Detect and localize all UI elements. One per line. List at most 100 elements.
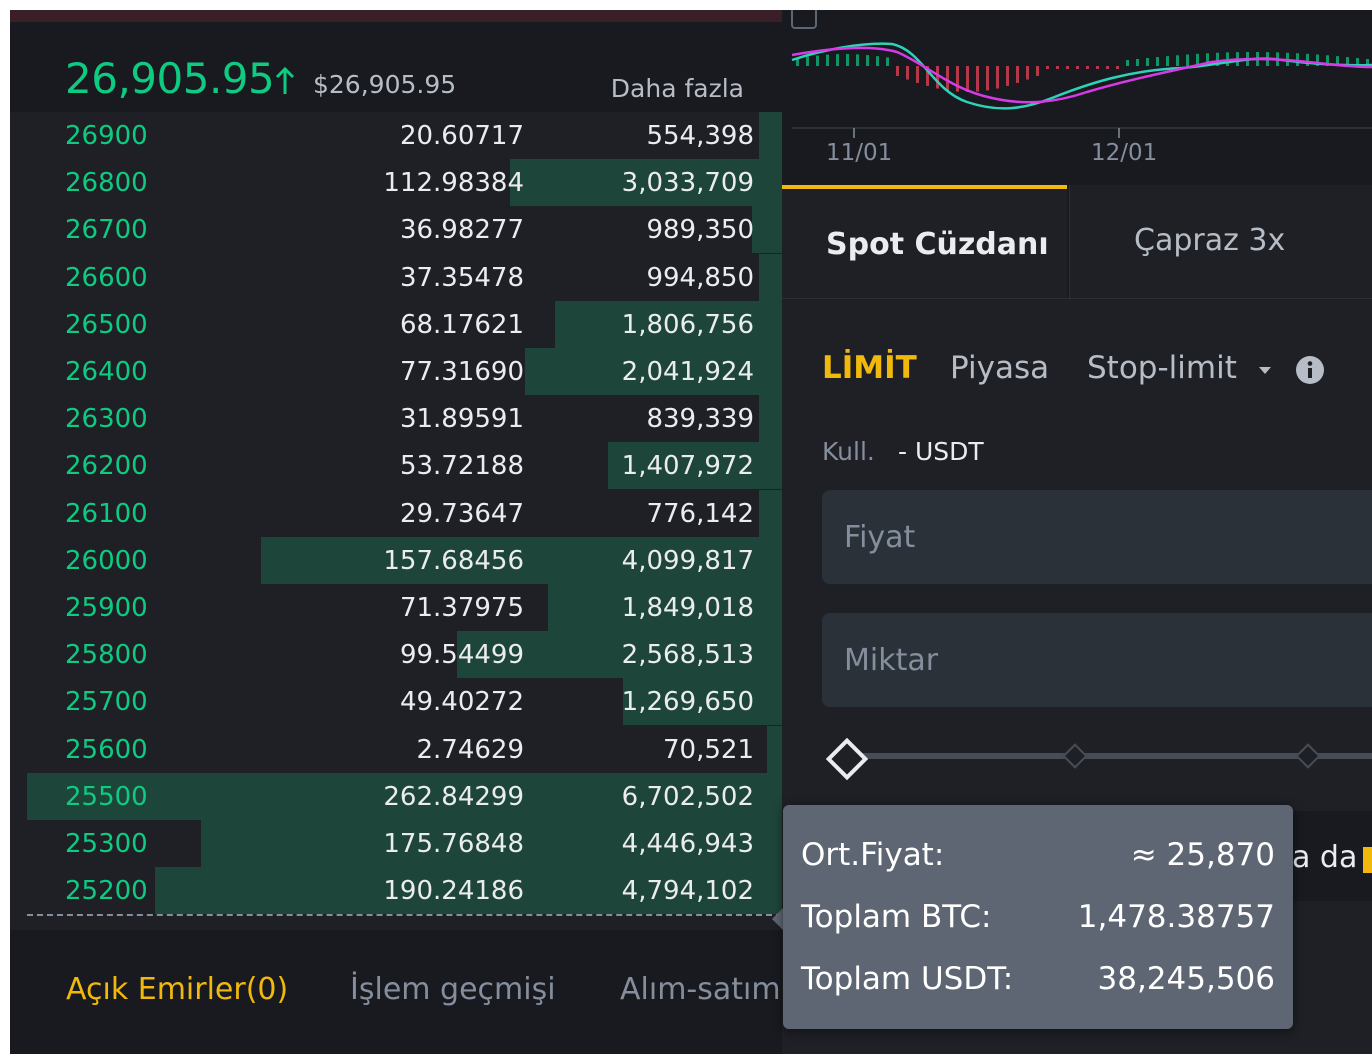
histogram-bar xyxy=(1356,58,1359,66)
bid-price: 25500 xyxy=(65,781,148,812)
histogram-bar xyxy=(1316,54,1319,66)
order-book-row[interactable]: 26400 77.31690 2,041,924 xyxy=(27,348,782,395)
bid-amount: 53.72188 xyxy=(399,451,524,482)
bid-amount: 49.40272 xyxy=(399,687,524,718)
tooltip-total-btc-row: Toplam BTC: 1,478.38757 xyxy=(801,899,1275,939)
chart-checkbox xyxy=(791,10,817,29)
bid-price: 26800 xyxy=(65,168,148,199)
histogram-bar xyxy=(826,54,829,66)
available-label: Kull. xyxy=(822,437,875,466)
bid-amount: 31.89591 xyxy=(399,404,524,435)
tooltip-avg-price-row: Ort.Fiyat: ≈ 25,870 xyxy=(801,837,1275,877)
bid-amount: 157.68456 xyxy=(383,545,524,576)
histogram-bar xyxy=(1086,66,1089,69)
bid-amount: 99.54499 xyxy=(399,640,524,671)
histogram-bar xyxy=(886,57,889,66)
slider-step-50[interactable] xyxy=(1295,743,1321,769)
histogram-bar xyxy=(996,66,999,89)
bid-amount: 29.73647 xyxy=(399,498,524,529)
more-link[interactable]: Daha fazla xyxy=(610,74,744,103)
depth-bar xyxy=(548,584,782,631)
order-type-market[interactable]: Piyasa xyxy=(950,350,1050,386)
histogram-bar xyxy=(1216,52,1219,66)
order-book-row[interactable]: 25900 71.37975 1,849,018 xyxy=(27,584,782,631)
histogram-bar xyxy=(1026,66,1029,80)
order-type-limit[interactable]: LİMİT xyxy=(822,350,917,386)
bid-total: 554,398 xyxy=(646,121,754,151)
caret-down-icon[interactable] xyxy=(1258,366,1272,376)
slider-handle[interactable] xyxy=(825,737,869,781)
histogram-bar xyxy=(846,54,849,66)
order-book-row[interactable]: 26000 157.68456 4,099,817 xyxy=(27,536,782,584)
tab-spot-wallet[interactable]: Spot Cüzdanı xyxy=(782,185,1067,298)
histogram-bar xyxy=(1046,66,1049,69)
quantity-input[interactable] xyxy=(822,613,1372,707)
bid-total: 4,099,817 xyxy=(621,545,754,576)
bid-rows: 26900 20.60717 554,398 26800 112.98384 3,033,… xyxy=(27,112,782,915)
bid-total: 839,339 xyxy=(646,404,754,435)
tab-open-orders[interactable]: Açık Emirler(0) xyxy=(66,972,289,1007)
order-book-row[interactable]: 25600 2.74629 70,521 xyxy=(27,725,782,773)
bid-total: 2,041,924 xyxy=(621,357,754,387)
histogram-bar xyxy=(966,66,969,92)
bid-price: 25900 xyxy=(65,593,148,623)
bid-price: 26700 xyxy=(65,215,148,246)
bid-price: 26900 xyxy=(65,121,148,151)
bid-amount: 190.24186 xyxy=(383,876,524,907)
bid-total: 2,568,513 xyxy=(621,640,754,671)
order-book-row[interactable]: 25300 175.76848 4,446,943 xyxy=(27,820,782,867)
order-book-row[interactable]: 25800 99.54499 2,568,513 xyxy=(27,631,782,679)
partial-link-marker xyxy=(1363,847,1372,873)
order-book-row[interactable]: 26500 68.17621 1,806,756 xyxy=(27,300,782,348)
slider-step-25[interactable] xyxy=(1062,743,1088,769)
bid-total: 776,142 xyxy=(646,498,754,529)
order-book-row[interactable]: 26800 112.98384 3,033,709 xyxy=(27,159,782,207)
histogram-bar xyxy=(1326,55,1329,66)
macd-chart[interactable]: 11/01 12/01 xyxy=(782,10,1372,185)
bid-total: 3,033,709 xyxy=(621,168,754,199)
histogram-bar xyxy=(946,66,949,91)
order-book-row[interactable]: 26100 29.73647 776,142 xyxy=(27,489,782,537)
tab-trades[interactable]: Alım-satım xyxy=(620,972,781,1007)
order-book-row[interactable]: 25200 190.24186 4,794,102 xyxy=(27,867,782,915)
tab-cross-margin[interactable]: Çapraz 3x xyxy=(1069,185,1372,298)
quantity-field[interactable] xyxy=(822,613,1372,707)
tooltip-arrow xyxy=(772,908,783,930)
price-input[interactable] xyxy=(822,490,1372,584)
depth-bar xyxy=(27,772,782,820)
x-tick-label: 12/01 xyxy=(1091,140,1158,166)
bid-price: 25700 xyxy=(65,687,148,718)
histogram-bar xyxy=(976,66,979,92)
histogram-bar xyxy=(1106,66,1109,69)
bid-amount: 112.98384 xyxy=(383,168,524,199)
order-book-row[interactable]: 26600 37.35478 994,850 xyxy=(27,253,782,301)
order-book-row[interactable]: 26900 20.60717 554,398 xyxy=(27,112,782,159)
arrow-up-icon xyxy=(275,66,295,94)
bid-total: 1,806,756 xyxy=(621,309,754,340)
order-book-row[interactable]: 25700 49.40272 1,269,650 xyxy=(27,678,782,726)
depth-bar xyxy=(525,348,782,395)
info-icon[interactable] xyxy=(1295,355,1325,385)
bid-price: 26500 xyxy=(65,309,148,340)
bid-amount: 68.17621 xyxy=(399,309,524,340)
order-book-row[interactable]: 26200 53.72188 1,407,972 xyxy=(27,442,782,490)
order-book-row[interactable]: 26700 36.98277 989,350 xyxy=(27,206,782,254)
order-book: 26,905.95 $26,905.95 Daha fazla 26900 20.… xyxy=(10,10,782,930)
depth-summary-tooltip: Ort.Fiyat: ≈ 25,870 Toplam BTC: 1,478.38… xyxy=(783,805,1293,1029)
order-book-row[interactable]: 26300 31.89591 839,339 xyxy=(27,395,782,443)
order-type-stop-limit[interactable]: Stop-limit xyxy=(1087,350,1237,386)
percent-slider-track[interactable] xyxy=(842,753,1372,759)
price-field[interactable] xyxy=(822,490,1372,584)
histogram-bar xyxy=(806,56,809,66)
depth-bar xyxy=(155,867,782,915)
order-book-row[interactable]: 25500 262.84299 6,702,502 xyxy=(27,772,782,820)
histogram-bar xyxy=(1036,66,1039,76)
histogram-bar xyxy=(906,66,909,80)
macd-line xyxy=(791,42,1372,110)
partial-hint-text: a da xyxy=(1292,840,1358,875)
tab-trade-history[interactable]: İşlem geçmişi xyxy=(350,972,556,1007)
tooltip-total-usdt-row: Toplam USDT: 38,245,506 xyxy=(801,961,1275,1001)
bid-amount: 20.60717 xyxy=(399,121,524,151)
histogram-bar xyxy=(1066,66,1069,69)
bid-price: 26100 xyxy=(65,498,148,529)
